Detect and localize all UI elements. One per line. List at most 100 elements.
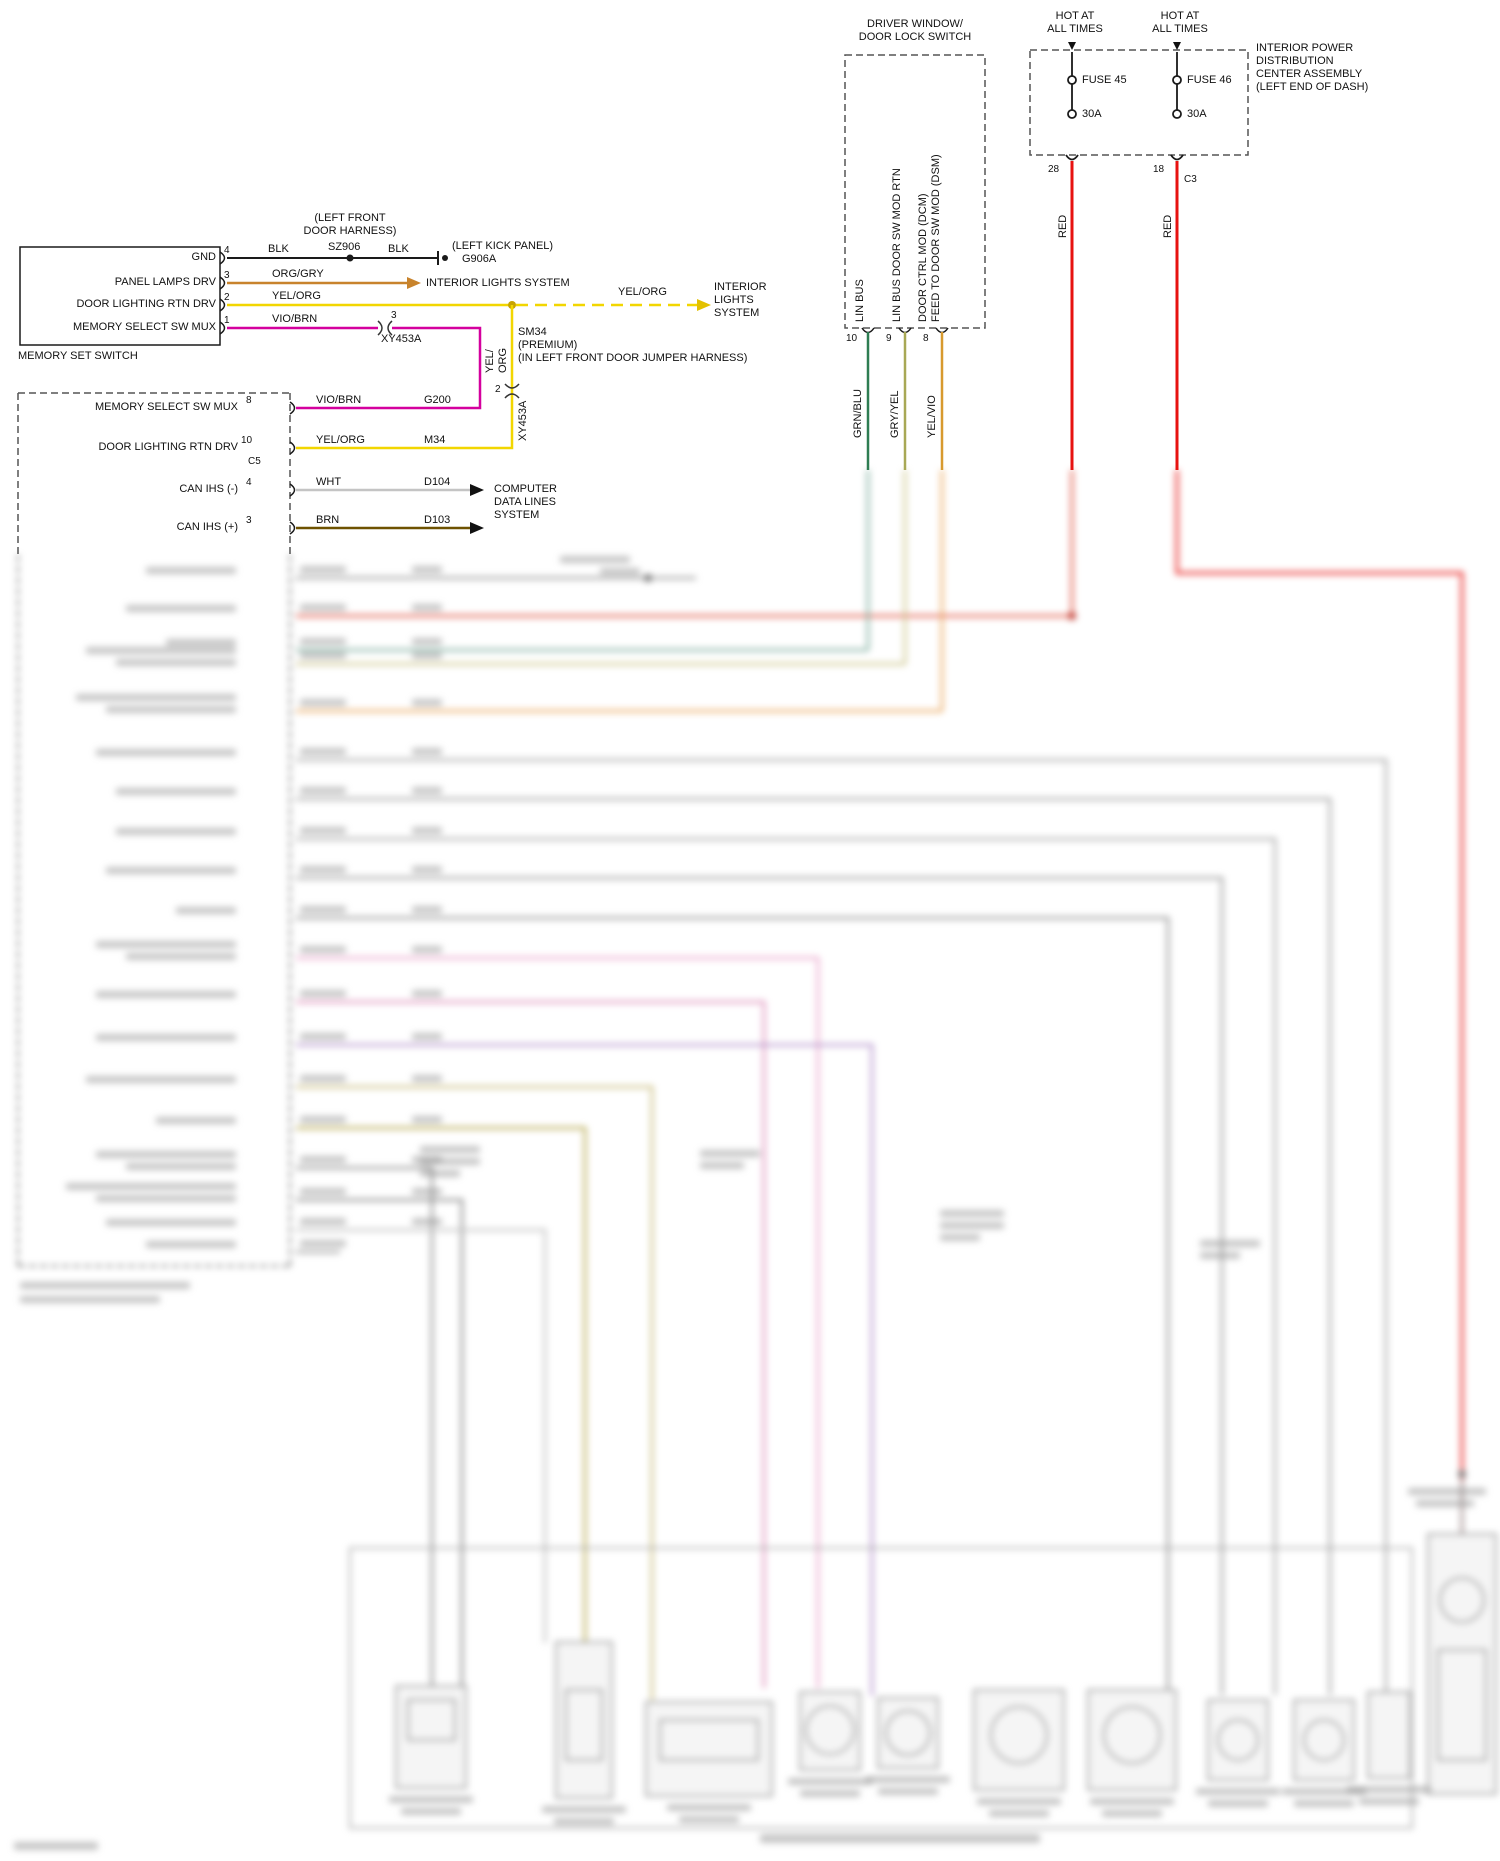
power-center-title: INTERIOR POWER DISTRIBUTION CENTER ASSEM… [1256,42,1369,93]
interior-lights-system-1: INTERIOR LIGHTS SYSTEM [426,277,570,289]
fuse-46-name: FUSE 46 [1187,74,1232,86]
harness-note: (LEFT FRONT DOOR HARNESS) [303,212,397,237]
wire-color-blk-1: BLK [268,243,289,255]
splice-sm34: SM34 [518,326,547,338]
signal-lin-bus: LIN BUS [854,279,866,322]
pin-num-1: 1 [224,315,230,326]
blurred-text-bar [300,946,346,953]
wire-color-yel-org-dashed: YEL/ORG [618,286,667,298]
blurred-text-bar [412,1075,442,1082]
pin-num-3: 3 [224,270,230,281]
wire-color-gry-yel: GRY/YEL [889,390,901,439]
blurred-text-bar [1208,1800,1268,1807]
blurred-text-bar [760,1834,1040,1843]
memory-switch-title: MEMORY SET SWITCH [18,350,138,362]
module-row-label-can-minus: CAN IHS (-) [179,483,238,495]
door-module-pins [289,401,296,535]
blurred-text-bar [412,866,442,873]
hot-at-all-times-1: HOT AT ALL TIMES [1047,10,1103,35]
module-row-label-can-plus: CAN IHS (+) [176,521,238,533]
blurred-text-bar [156,1117,236,1124]
blurred-text-bar [96,749,236,756]
conn-xy453a-vertical: XY453A [517,400,529,441]
can-wires [296,484,484,534]
blurred-text-bar [106,867,236,874]
conn-pin-3: 3 [391,310,397,321]
window-switch-title: DRIVER WINDOW/ DOOR LOCK SWITCH [858,18,972,43]
switch-pin-8: 8 [923,333,929,344]
blurred-text-bar [412,1116,442,1123]
wire-color-yel-org: YEL/ORG [272,290,321,302]
blurred-text-bar [977,1798,1061,1805]
wire-color-red-1: RED [1057,214,1069,238]
blurred-text-bar [412,699,442,706]
red-feed-wires [1070,161,1179,470]
blurred-text-bar [412,638,442,645]
blurred-text-bar [116,659,236,666]
blurred-text-bar [412,1218,442,1225]
blurred-text-bar [412,906,442,913]
memory-mux-wire [227,320,482,410]
module-pin-4: 4 [246,477,252,488]
blurred-text-bar [412,1033,442,1040]
blurred-text-bar [940,1222,1004,1229]
blurred-text-bar [1102,1810,1162,1817]
blurred-text-bar [420,1170,460,1177]
blurred-text-bar [878,1788,938,1795]
computer-data-lines-system: COMPUTER DATA LINES SYSTEM [494,483,557,521]
blurred-text-bar [300,748,346,755]
blurred-text-bar [300,699,346,706]
signal-feed-dsm: DOOR CTRL MOD (DCM) FEED TO DOOR SW MOD … [917,154,942,322]
blurred-text-bar [86,647,236,654]
blurred-text-bar [14,1842,98,1850]
blurred-text-bar [146,567,236,574]
gnd-wire [227,251,448,265]
blurred-text-bar [1359,1798,1419,1805]
fuse-46-rating: 30A [1187,108,1207,120]
hot-at-all-times-2: HOT AT ALL TIMES [1152,10,1208,35]
blurred-text-bar [412,946,442,953]
module-wire-wht: WHT [316,476,342,488]
window-switch-box [844,54,986,329]
module-row-label-mux: MEMORY SELECT SW MUX [94,401,238,413]
pin-num-4: 4 [224,245,230,256]
blurred-text-bar [600,568,640,575]
wire-color-yel-org-vertical: YEL/ ORG [484,347,509,373]
ground-id: G906A [462,253,497,265]
pin-num-2: 2 [224,292,230,303]
blurred-text-bar [412,748,442,755]
blurred-text-bar [700,1150,760,1157]
wire-color-vio-brn: VIO/BRN [272,313,318,325]
blurred-text-bar [1416,1500,1474,1507]
blurred-text-bar [420,1146,480,1153]
power-conn-c3: C3 [1184,174,1197,185]
blurred-text-bar [1200,1252,1240,1259]
blurred-components [349,1533,1497,1829]
blurred-text-bar [96,991,236,998]
hot-arrows [1068,42,1181,50]
blurred-text-bar [1196,1788,1280,1795]
blurred-text-bar [401,1808,461,1815]
conn-xy453a: XY453A [381,333,422,345]
pin-label-door-lighting: DOOR LIGHTING RTN DRV [76,298,216,310]
module-circuit-d103: D103 [424,514,451,526]
fuse-symbols [1065,52,1184,161]
pin-label-panel-lamps: PANEL LAMPS DRV [114,276,216,288]
blurred-text-bar [412,566,442,573]
blurred-text-bar [300,906,346,913]
blurred-text-bar [1294,1800,1354,1807]
blurred-text-bar [700,1162,744,1169]
blurred-text-bar [300,1240,346,1247]
blurred-text-bar [667,1804,751,1811]
blurred-text-bar [106,1219,236,1226]
blurred-text-bar [300,652,346,659]
blurred-text-bar [679,1816,739,1823]
wire-color-org-gry: ORG/GRY [272,268,324,280]
blurred-text-bar [96,941,236,948]
blurred-text-bar [300,827,346,834]
blurred-text-bar [940,1210,1004,1217]
blurred-text-bar [1408,1488,1486,1495]
blurred-text-bar [300,1156,346,1163]
blurred-text-bar [866,1776,950,1783]
